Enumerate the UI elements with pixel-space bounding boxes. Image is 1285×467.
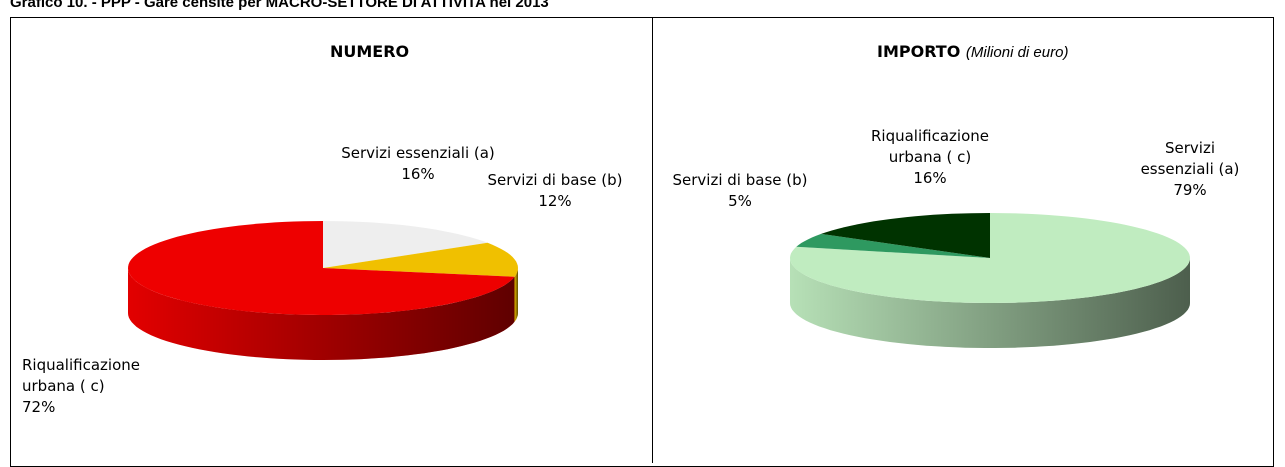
- chart-title: IMPORTO (Milioni di euro): [877, 42, 1068, 61]
- label-value: 72%: [22, 398, 56, 416]
- data-label: Servizi essenziali (a) 79%: [1130, 138, 1250, 201]
- data-label: Servizi di base (b) 12%: [483, 170, 628, 212]
- label-value: 16%: [913, 169, 947, 187]
- pie-slice: [796, 233, 990, 258]
- label-category: Servizi essenziali (a): [341, 144, 495, 162]
- label-value: 12%: [538, 192, 572, 210]
- label-category: Servizi di base (b): [672, 171, 808, 189]
- label-value: 79%: [1173, 181, 1207, 199]
- pie-slice: [128, 221, 515, 315]
- label-value: 16%: [401, 165, 435, 183]
- caption: Grafico 10. - PPP - Gare censite per MAC…: [10, 0, 549, 11]
- label-category: Riqualificazione urbana ( c): [871, 127, 989, 166]
- pie-slice: [323, 242, 518, 277]
- chart-title-text: NUMERO: [330, 42, 410, 61]
- pie-side-shade: [514, 268, 518, 322]
- chart-subtitle: (Milioni di euro): [965, 44, 1069, 61]
- data-label: Servizi di base (b) 5%: [668, 170, 813, 212]
- data-label: Riqualificazione urbana ( c) 16%: [850, 126, 1010, 189]
- label-category: Riqualificazione urbana ( c): [22, 356, 140, 395]
- chart-title-text: IMPORTO: [877, 42, 961, 61]
- data-label: Servizi essenziali (a) 16%: [333, 143, 503, 185]
- chart-title: NUMERO: [330, 42, 409, 61]
- label-category: Servizi di base (b): [487, 171, 623, 189]
- data-label: Riqualificazione urbana ( c) 72%: [22, 355, 197, 418]
- divider: [652, 17, 653, 463]
- pie-slice: [821, 213, 990, 258]
- pie-slice: [323, 221, 488, 268]
- label-value: 5%: [728, 192, 752, 210]
- pie-side-shade: [128, 268, 515, 360]
- label-category: Servizi essenziali (a): [1140, 139, 1240, 178]
